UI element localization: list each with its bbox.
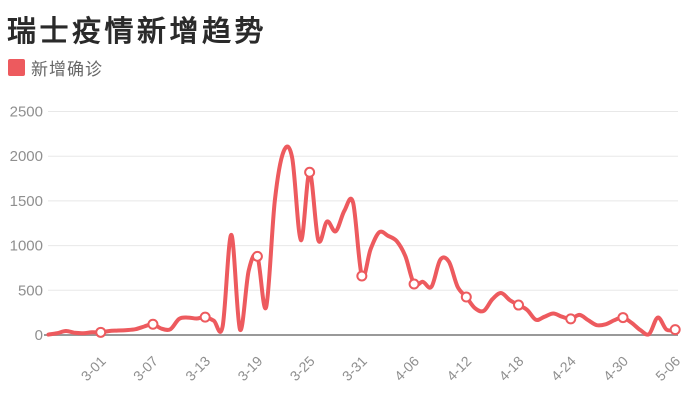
legend-item[interactable]: 新增确诊 <box>8 55 103 80</box>
data-point-marker[interactable] <box>513 299 525 311</box>
x-axis-label: 4-24 <box>548 353 579 384</box>
data-point-marker[interactable] <box>147 318 159 330</box>
x-axis-label: 3-13 <box>182 353 213 384</box>
data-point-marker[interactable] <box>617 312 629 324</box>
data-point-marker[interactable] <box>408 278 420 290</box>
legend-swatch <box>8 59 25 76</box>
series-line <box>46 144 678 337</box>
legend-label: 新增确诊 <box>31 60 103 79</box>
data-point-marker[interactable] <box>460 291 472 303</box>
x-axis-label: 3-25 <box>287 353 318 384</box>
data-point-marker[interactable] <box>95 326 107 338</box>
data-point-marker[interactable] <box>199 311 211 323</box>
x-axis-label: 4-30 <box>600 353 631 384</box>
page-title: 瑞士疫情新增趋势 <box>7 16 268 48</box>
y-axis-label: 500 <box>18 282 43 299</box>
y-axis-label: 2500 <box>10 104 43 121</box>
data-point-marker[interactable] <box>565 313 577 325</box>
y-axis-label: 2000 <box>10 148 43 165</box>
x-axis-label: 4-06 <box>391 353 422 384</box>
x-axis-label: 3-07 <box>130 353 161 384</box>
x-axis-label: 3-19 <box>234 353 265 384</box>
x-axis-label: 4-18 <box>496 353 527 384</box>
y-axis-label: 1500 <box>10 193 43 210</box>
data-point-marker[interactable] <box>251 250 263 262</box>
data-point-marker[interactable] <box>356 270 368 282</box>
data-point-marker[interactable] <box>304 166 316 178</box>
x-axis-label: 5-06 <box>652 353 683 384</box>
x-axis-label: 3-01 <box>78 353 109 384</box>
x-axis-label: 4-12 <box>443 353 474 384</box>
y-axis-label: 1000 <box>10 238 43 255</box>
data-point-marker[interactable] <box>669 324 681 336</box>
y-axis-label: 0 <box>35 327 43 344</box>
x-axis-label: 3-31 <box>339 353 370 384</box>
